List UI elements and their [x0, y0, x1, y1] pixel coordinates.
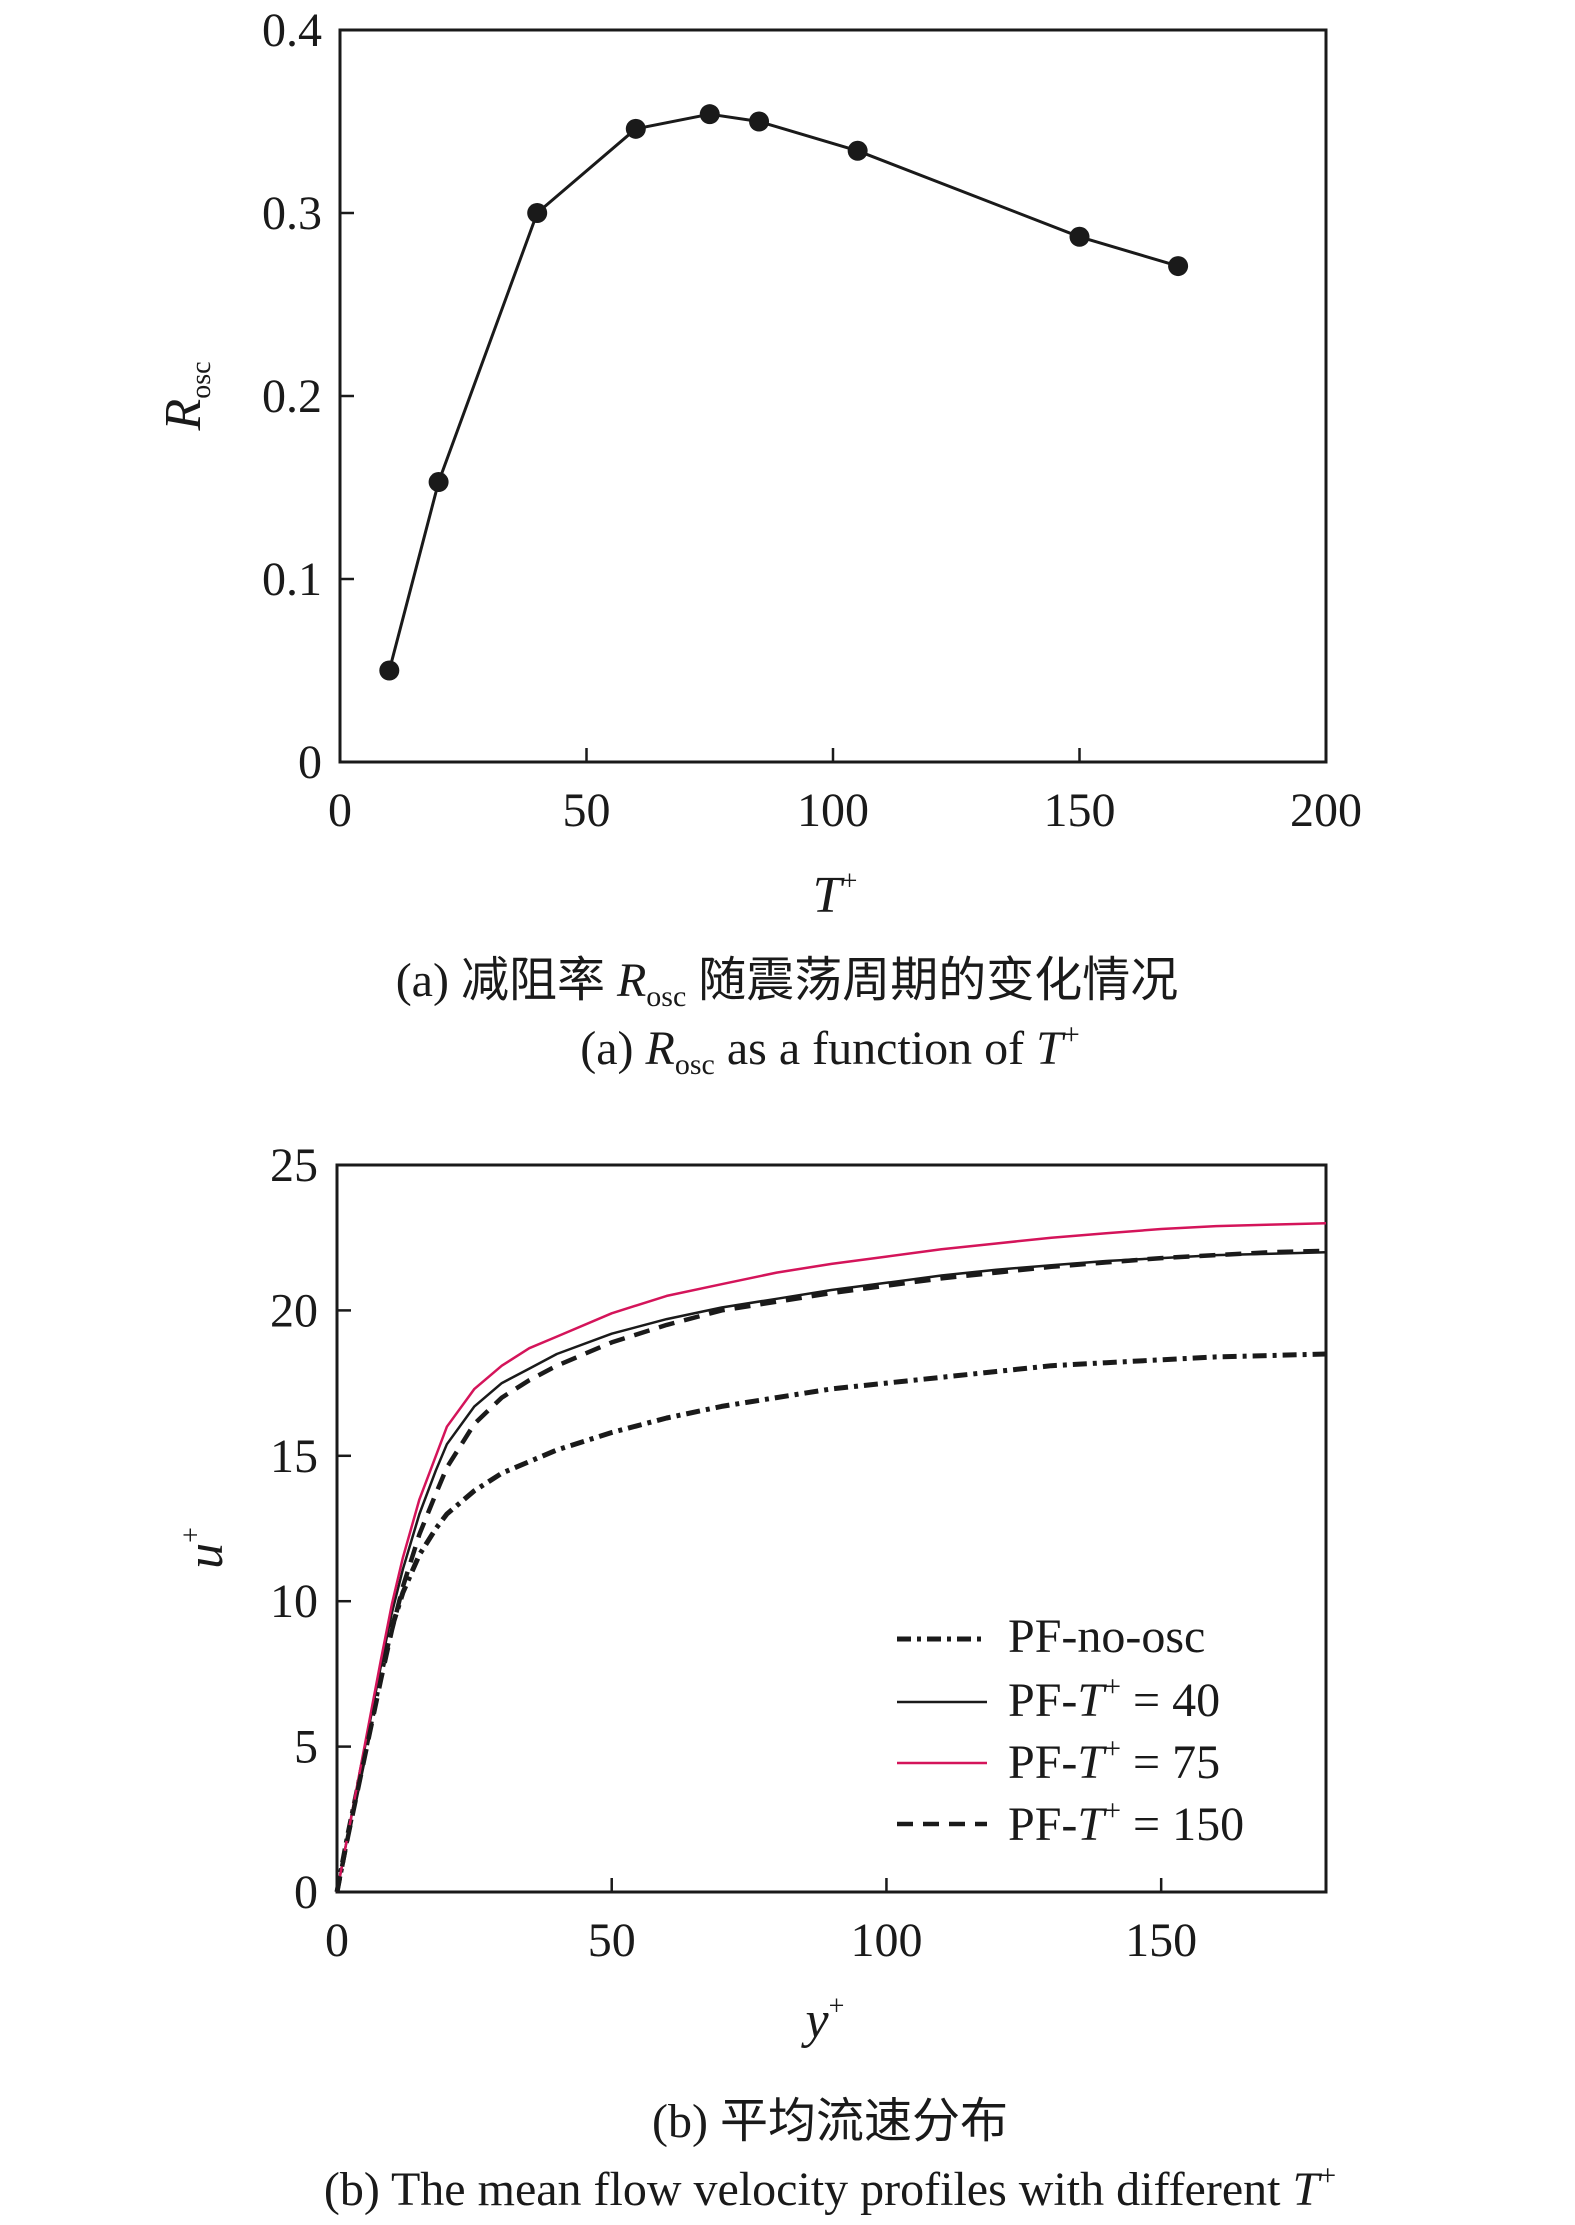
panel-b-x-axis-label: y+	[801, 1991, 845, 2049]
x-tick-label: 100	[850, 1914, 922, 1967]
series-line-pf-no-osc	[334, 1351, 1327, 1893]
legend-label-pf-t40: PF-T+ = 40	[1008, 1670, 1220, 1727]
data-point	[1069, 226, 1090, 247]
panel-a-data	[379, 104, 1189, 681]
panel-a-y-axis-label: Rosc	[155, 361, 217, 431]
panel-a-ticks	[338, 28, 1328, 764]
y-tick-label: 0	[294, 1866, 318, 1919]
series-line-pf-t-75	[335, 1221, 1327, 1893]
y-tick-label: 25	[270, 1139, 318, 1192]
x-tick-label: 0	[325, 1914, 349, 1967]
data-point	[699, 104, 720, 125]
series-line-1	[387, 112, 1179, 671]
panel-b-data	[334, 1221, 1327, 1893]
x-tick-label: 150	[1044, 784, 1116, 837]
x-tick-label: 50	[588, 1914, 636, 1967]
panel-a-caption-en: (a) Rosc as a function of T+	[580, 1018, 1079, 1081]
y-tick-label: 20	[270, 1284, 318, 1337]
data-point	[847, 140, 868, 161]
panel-a-x-axis-label: T+	[813, 866, 858, 924]
y-tick-label: 0.2	[262, 370, 322, 423]
y-tick-label: 0.1	[262, 553, 322, 606]
panel-b-y-axis-label: u+	[176, 1527, 234, 1569]
y-tick-label: 5	[294, 1721, 318, 1774]
panel-b-ticks	[335, 1163, 1163, 1894]
data-point	[749, 111, 770, 132]
panel-b-tick-labels: 0 50 100 150 0 5 10 15 20 25	[270, 1139, 1197, 1967]
y-tick-label: 0.4	[262, 4, 322, 57]
x-tick-label: 50	[563, 784, 611, 837]
panel-b-caption-cn: (b) 平均流速分布	[652, 2095, 1008, 2148]
x-tick-label: 0	[328, 784, 352, 837]
y-tick-label: 0.3	[262, 187, 322, 240]
panel-b-chart: 0 50 100 150 0 5 10 15 20 25 PF-no-osc PF-T+ = 40…	[176, 1139, 1336, 2216]
legend-label-pf-no-osc: PF-no-osc	[1008, 1610, 1205, 1663]
panel-a-tick-labels: 0 50 100 150 200 0 0.1 0.2 0.3 0.4	[262, 4, 1362, 837]
data-point	[428, 472, 449, 493]
panel-a-chart: 0 50 100 150 200 0 0.1 0.2 0.3 0.4 T+ Rosc (a) 减阻…	[155, 4, 1362, 1081]
series-line-pf-t-150	[334, 1248, 1327, 1893]
legend-label-pf-t75: PF-T+ = 75	[1008, 1732, 1220, 1789]
data-point	[1168, 256, 1189, 277]
legend-label-pf-t150: PF-T+ = 150	[1008, 1794, 1244, 1851]
x-tick-label: 100	[797, 784, 869, 837]
data-point	[527, 203, 548, 223]
y-tick-label: 10	[270, 1575, 318, 1628]
y-tick-label: 0	[298, 736, 322, 789]
y-tick-label: 15	[270, 1430, 318, 1483]
panel-a-plot-frame	[338, 28, 1328, 764]
data-point	[379, 660, 400, 681]
panel-b-legend: PF-no-osc PF-T+ = 40 PF-T+ = 75 PF-T+ = …	[897, 1610, 1244, 1851]
x-tick-label: 150	[1125, 1914, 1197, 1967]
data-point	[625, 118, 646, 139]
panel-b-caption-en: (b) The mean flow velocity profiles with…	[324, 2159, 1336, 2216]
series-line-pf-t-40	[335, 1250, 1327, 1893]
panel-b-plot-frame	[335, 1163, 1328, 1894]
x-tick-label: 200	[1290, 784, 1362, 837]
panel-a-caption-cn: (a) 减阻率 Rosc 随震荡周期的变化情况	[396, 954, 1179, 1013]
